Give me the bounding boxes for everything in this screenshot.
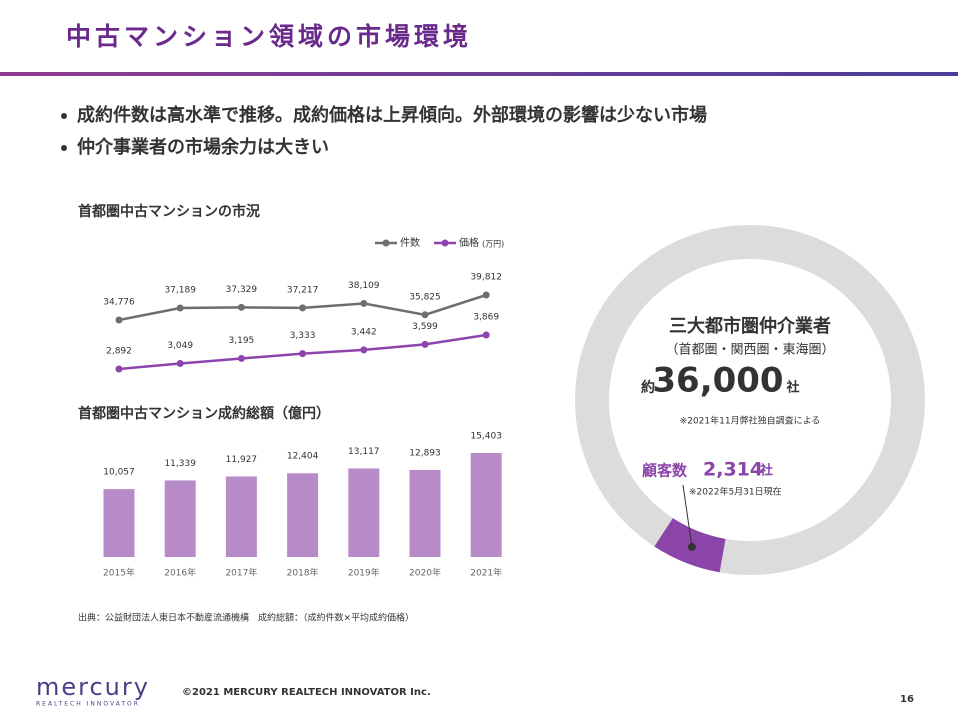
x-tick-label: 2018年 — [287, 567, 319, 579]
data-label: 37,329 — [226, 285, 258, 295]
data-label: 3,869 — [473, 313, 499, 323]
bar — [225, 476, 257, 557]
x-tick-label: 2021年 — [470, 567, 502, 579]
pointer-line — [682, 484, 693, 548]
line-point — [299, 350, 307, 358]
donut-subtitle: （首都圏・関西圏・東海圏） — [665, 342, 834, 358]
bullet: 成約件数は高水準で推移。成約価格は上昇傾向。外部環境の影響は少ない市場 — [77, 104, 707, 126]
title-rule — [0, 72, 958, 76]
bar — [470, 453, 502, 557]
x-tick-label: 2016年 — [164, 567, 196, 579]
data-label: 34,776 — [103, 298, 135, 308]
data-label: 11,339 — [164, 459, 196, 469]
legend-unit: (万円) — [482, 240, 504, 249]
note: ※2022年5月31日現在 — [689, 486, 782, 498]
bar — [164, 480, 196, 557]
total-unit: 社 — [785, 380, 799, 396]
x-tick-label: 2015年 — [103, 567, 135, 579]
legend-marker — [441, 239, 449, 247]
x-tick-label: 2017年 — [225, 567, 257, 579]
data-label: 3,599 — [412, 322, 438, 332]
data-label: 35,825 — [409, 292, 441, 302]
legend-label: 件数 — [400, 236, 420, 249]
line-point — [176, 360, 184, 368]
slide-title: 中古マンション領域の市場環境 — [66, 22, 472, 51]
x-tick-label: 2020年 — [409, 567, 441, 579]
total-prefix: 約 — [641, 379, 655, 396]
copyright: ©2021 MERCURY REALTECH INNOVATOR Inc. — [182, 687, 431, 698]
line-point — [421, 311, 429, 319]
customer-label: 顧客数 — [642, 462, 688, 480]
data-label: 3,049 — [167, 341, 193, 351]
line-point — [176, 304, 184, 312]
customer-unit: 社 — [759, 463, 773, 479]
logo-sub: REALTECH INNOVATOR — [36, 701, 140, 708]
data-label: 12,404 — [287, 452, 319, 462]
bar — [287, 473, 319, 557]
x-tick-label: 2019年 — [348, 567, 380, 579]
bullet-dot — [61, 145, 67, 151]
logo: mercury — [36, 673, 150, 701]
data-label: 10,057 — [103, 468, 135, 478]
line-point — [299, 304, 307, 312]
chart-title: 首都圏中古マンション成約総額（億円） — [78, 405, 330, 422]
customer-value: 2,314 — [703, 459, 763, 481]
source-note: 出典：公益財団法人東日本不動産流通機構 成約総額：（成約件数×平均成約価格） — [78, 612, 414, 624]
data-label: 37,217 — [287, 285, 319, 295]
note: ※2021年11月弊社独自調査による — [680, 415, 821, 427]
data-label: 15,403 — [470, 432, 502, 442]
line-point — [237, 354, 245, 362]
chart-title: 首都圏中古マンションの市況 — [78, 203, 260, 220]
bar — [409, 469, 441, 557]
line-point — [360, 299, 368, 307]
bullet-dot — [61, 113, 67, 119]
line-point — [115, 365, 123, 373]
data-label: 12,893 — [409, 448, 441, 458]
data-label: 2,892 — [106, 347, 132, 357]
line-point — [421, 340, 429, 348]
data-label: 3,195 — [229, 336, 255, 346]
bar — [103, 489, 135, 557]
total-value: 36,000 — [652, 361, 783, 401]
data-label: 38,109 — [348, 281, 380, 291]
page-number: 16 — [900, 694, 914, 705]
data-label: 3,442 — [351, 327, 377, 337]
line-point — [360, 346, 368, 354]
data-label: 13,117 — [348, 447, 380, 457]
legend-marker — [382, 239, 390, 247]
line-point — [115, 316, 123, 324]
data-label: 3,333 — [290, 331, 316, 341]
legend-label: 価格 — [459, 236, 479, 249]
data-label: 39,812 — [470, 273, 502, 283]
line-point — [482, 291, 490, 299]
donut-title: 三大都市圏仲介業者 — [669, 315, 831, 337]
bar — [348, 468, 380, 557]
data-label: 37,189 — [164, 286, 196, 296]
line-point — [482, 331, 490, 339]
line-point — [237, 303, 245, 311]
bullet: 仲介事業者の市場余力は大きい — [77, 136, 329, 158]
data-label: 11,927 — [226, 455, 258, 465]
donut-ring — [575, 225, 925, 575]
